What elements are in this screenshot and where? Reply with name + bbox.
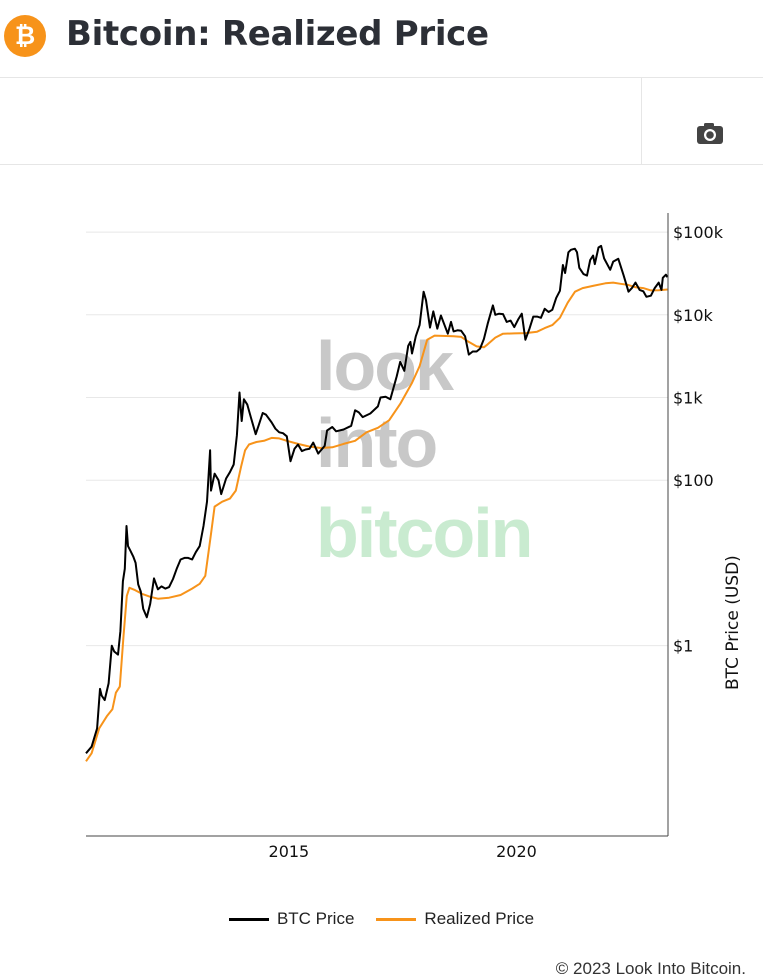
- legend-item-btc-price[interactable]: BTC Price: [228, 909, 355, 929]
- x-tick-label: 2020: [496, 842, 537, 861]
- camera-icon-glyph: [697, 123, 723, 144]
- realized-price-chart: look into bitcoin $1 $100 $1k $10k $100k 2015…: [85, 213, 743, 861]
- y-tick-label: $100: [673, 471, 714, 490]
- toolbar-divider: [641, 78, 642, 164]
- watermark-look: look: [316, 327, 454, 405]
- y-tick-label: $10k: [673, 306, 714, 325]
- legend-item-realized-price[interactable]: Realized Price: [376, 909, 534, 929]
- page-title: Bitcoin: Realized Price: [66, 14, 489, 54]
- camera-icon[interactable]: [694, 120, 726, 148]
- bitcoin-logo-icon: ₿: [4, 15, 46, 57]
- series-lines: [85, 244, 669, 762]
- x-tick-label: 2015: [269, 842, 310, 861]
- watermark-into: into: [316, 404, 437, 482]
- y-tick-label: $1: [673, 637, 693, 656]
- watermark: look into bitcoin: [316, 327, 533, 572]
- legend-swatch-realized: [376, 917, 417, 921]
- y-tick-label: $100k: [673, 223, 724, 242]
- chart-toolbar: [0, 78, 763, 165]
- copyright-text: © 2023 Look Into Bitcoin.: [555, 959, 746, 978]
- y-tick-label: $1k: [673, 389, 703, 408]
- series-line-btc-price: [85, 244, 669, 754]
- axes: [86, 213, 669, 837]
- legend-label-realized: Realized Price: [424, 909, 535, 928]
- y-axis-title: BTC Price (USD): [723, 555, 743, 690]
- chart-legend: BTC Price Realized Price: [0, 906, 763, 932]
- watermark-bitcoin: bitcoin: [316, 494, 531, 572]
- legend-label-btc: BTC Price: [276, 909, 355, 928]
- tick-labels: $1 $100 $1k $10k $100k 2015 2020: [269, 223, 724, 861]
- legend-swatch-btc: [228, 917, 269, 921]
- page-header: ₿ Bitcoin: Realized Price: [0, 0, 763, 78]
- gridlines: [86, 231, 668, 647]
